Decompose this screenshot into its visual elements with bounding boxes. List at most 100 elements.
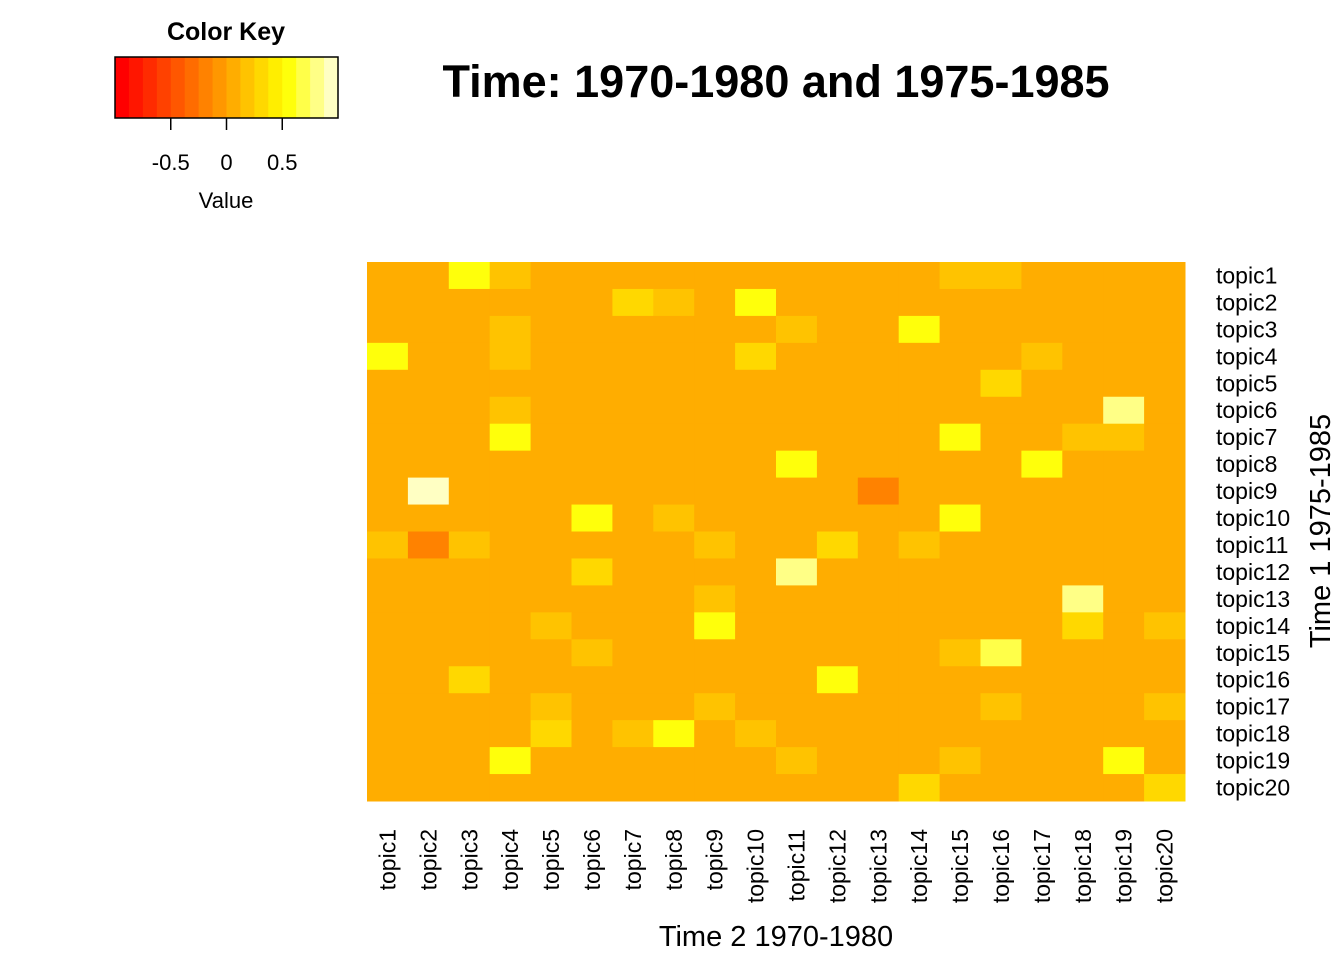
heatmap-cell <box>735 477 777 506</box>
heatmap-cell <box>776 720 818 748</box>
heatmap-cell <box>1021 774 1063 802</box>
heatmap-cell <box>816 531 859 559</box>
heatmap-cell <box>653 504 695 532</box>
heatmap-cell <box>367 342 409 371</box>
heatmap-cell <box>1144 369 1186 398</box>
heatmap-cell <box>367 666 409 694</box>
x-tick-label: topic4 <box>497 829 523 891</box>
heatmap-cell <box>898 262 941 290</box>
heatmap-cell <box>653 450 695 479</box>
heatmap-cell <box>612 693 654 721</box>
heatmap-cell <box>489 504 532 532</box>
heatmap-cell <box>530 450 572 479</box>
heatmap-cell <box>571 288 613 317</box>
heatmap-cell <box>857 747 900 775</box>
heatmap-cell <box>448 585 491 613</box>
y-tick-label: topic10 <box>1216 505 1290 531</box>
heatmap-cell <box>489 531 532 559</box>
heatmap-cell <box>1103 774 1145 802</box>
heatmap-cell <box>694 288 736 317</box>
heatmap-cell <box>407 423 450 452</box>
heatmap-cell <box>1021 666 1063 694</box>
heatmap-cell <box>898 288 941 317</box>
heatmap-cell <box>1021 612 1063 640</box>
heatmap-cell <box>571 558 613 586</box>
heatmap-cell <box>653 693 695 721</box>
heatmap-cell <box>980 396 1022 425</box>
heatmap-cell <box>1144 288 1186 317</box>
heatmap-cell <box>1144 315 1186 344</box>
heatmap-cell <box>1062 342 1104 371</box>
x-axis-label: Time 2 1970-1980 <box>659 921 893 953</box>
heatmap-cell <box>816 450 859 479</box>
heatmap-cell <box>776 747 818 775</box>
heatmap-cell <box>898 423 941 452</box>
heatmap-cell <box>367 262 409 290</box>
heatmap-cell <box>367 315 409 344</box>
heatmap-cell <box>448 369 491 398</box>
heatmap-cell <box>489 774 532 802</box>
heatmap-cell <box>980 315 1022 344</box>
heatmap-cell <box>939 720 981 748</box>
heatmap-cell <box>980 666 1022 694</box>
heatmap-cell <box>653 531 695 559</box>
x-tick-label: topic8 <box>661 829 687 890</box>
heatmap-cell <box>816 558 859 586</box>
heatmap-cell <box>735 612 777 640</box>
heatmap-cell <box>1144 558 1186 586</box>
heatmap-cell <box>939 639 981 667</box>
heatmap-cell <box>489 612 532 640</box>
heatmap-cell <box>980 720 1022 748</box>
heatmap-cell <box>1062 774 1104 802</box>
heatmap-cell <box>898 585 941 613</box>
heatmap-cell <box>448 639 491 667</box>
heatmap-cell <box>857 558 900 586</box>
heatmap-cell <box>980 747 1022 775</box>
y-tick-label: topic4 <box>1216 343 1278 369</box>
y-tick-label: topic16 <box>1216 667 1290 693</box>
heatmap-cell <box>939 693 981 721</box>
heatmap-cell <box>694 693 736 721</box>
heatmap-cell <box>530 774 572 802</box>
x-tick-label: topic7 <box>620 829 646 890</box>
y-axis-label: Time 1 1975-1985 <box>1305 414 1337 648</box>
y-tick-label: topic3 <box>1216 316 1277 342</box>
x-tick-label: topic9 <box>702 829 728 890</box>
heatmap-cell <box>1062 720 1104 748</box>
heatmap-cell <box>1144 693 1186 721</box>
heatmap-cell <box>489 342 532 371</box>
heatmap-cell <box>489 747 532 775</box>
x-tick-label: topic3 <box>456 829 482 890</box>
heatmap-cell <box>448 504 491 532</box>
heatmap-cells <box>367 262 1186 802</box>
heatmap-cell <box>612 396 654 425</box>
heatmap-cell <box>367 693 409 721</box>
heatmap-cell <box>407 585 450 613</box>
heatmap-cell <box>857 612 900 640</box>
heatmap-cell <box>653 558 695 586</box>
heatmap-cell <box>1062 423 1104 452</box>
heatmap-cell <box>816 504 859 532</box>
heatmap-cell <box>530 720 572 748</box>
heatmap-cell <box>1021 747 1063 775</box>
heatmap-cell <box>407 639 450 667</box>
heatmap-cell <box>857 720 900 748</box>
heatmap-cell <box>612 423 654 452</box>
y-tick-label: topic19 <box>1216 748 1290 774</box>
heatmap-cell <box>530 612 572 640</box>
heatmap-cell <box>1103 531 1145 559</box>
heatmap-cell <box>898 396 941 425</box>
heatmap-cell <box>653 720 695 748</box>
heatmap-cell <box>1021 531 1063 559</box>
heatmap-cell <box>1062 693 1104 721</box>
heatmap-cell <box>694 369 736 398</box>
heatmap-cell <box>1103 396 1145 425</box>
heatmap-cell <box>1103 477 1145 506</box>
heatmap-cell <box>489 450 532 479</box>
color-key-segment <box>212 57 228 118</box>
y-tick-label: topic17 <box>1216 694 1290 720</box>
heatmap-cell <box>735 423 777 452</box>
color-key-segment <box>310 57 325 118</box>
heatmap-cell <box>816 693 859 721</box>
heatmap-cell <box>776 369 818 398</box>
